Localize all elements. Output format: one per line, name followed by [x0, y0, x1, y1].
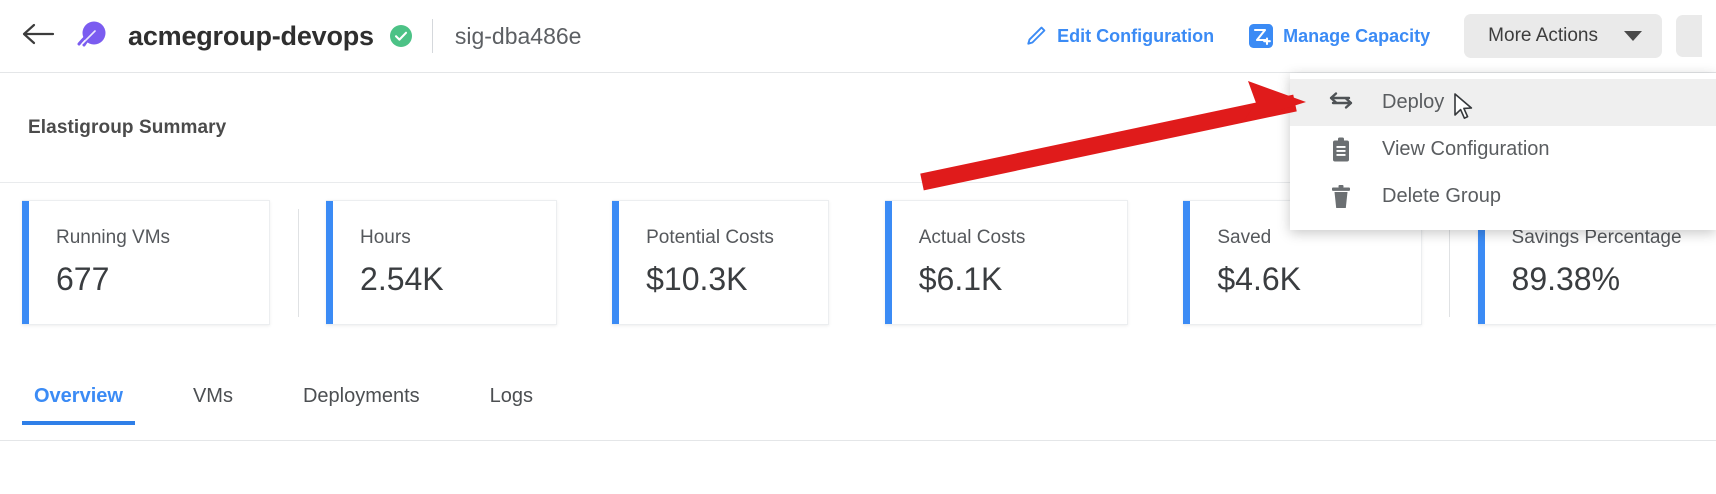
- menu-item-label: Delete Group: [1382, 185, 1501, 207]
- back-button[interactable]: [18, 16, 58, 56]
- summary-cards: Running VMs 677 Hours 2.54K Potential Co…: [0, 200, 1716, 340]
- stat-card-label: Potential Costs: [646, 227, 774, 248]
- menu-item-label: View Configuration: [1382, 138, 1550, 160]
- more-actions-label: More Actions: [1488, 25, 1598, 46]
- tab-label: Deployments: [302, 385, 420, 407]
- stat-card-value: 677: [56, 261, 110, 297]
- stat-card-label: Running VMs: [56, 227, 171, 248]
- menu-item-view-configuration[interactable]: View Configuration: [1290, 126, 1716, 173]
- stat-card-actual-costs: Actual Costs $6.1K: [884, 200, 1128, 325]
- group-id-label: sig-dba486e: [454, 22, 582, 49]
- trash-icon: [1326, 183, 1356, 211]
- tab-logs[interactable]: Logs: [486, 385, 537, 425]
- more-actions-button[interactable]: More Actions: [1464, 14, 1662, 58]
- deploy-swap-arrows-icon: [1326, 91, 1356, 115]
- stat-card-value: $10.3K: [646, 261, 748, 297]
- menu-item-delete-group[interactable]: Delete Group: [1290, 173, 1716, 220]
- card-divider: [270, 200, 326, 325]
- stat-card-value: 2.54K: [360, 261, 444, 297]
- stat-card-value: 89.38%: [1511, 261, 1621, 297]
- stat-card-label: Hours: [360, 227, 411, 248]
- spot-comet-logo-icon: [72, 17, 110, 55]
- summary-title: Elastigroup Summary: [28, 116, 227, 138]
- header-overflow-chip[interactable]: [1676, 15, 1702, 57]
- tab-overview[interactable]: Overview: [22, 385, 135, 425]
- stat-card-running-vms: Running VMs 677: [22, 200, 271, 325]
- tab-label: Logs: [489, 385, 534, 407]
- manage-capacity-label: Manage Capacity: [1283, 25, 1431, 46]
- stat-card-value: $6.1K: [918, 261, 1003, 297]
- menu-item-label: Deploy: [1382, 91, 1445, 113]
- chevron-down-icon: [1624, 31, 1642, 41]
- stat-card-value: $4.6K: [1217, 261, 1301, 297]
- tab-label: VMs: [192, 385, 233, 407]
- stat-card-hours: Hours 2.54K: [326, 200, 557, 325]
- clipboard-icon: [1326, 136, 1356, 164]
- manage-capacity-button[interactable]: Manage Capacity: [1248, 23, 1430, 49]
- capacity-chart-icon: [1248, 23, 1274, 49]
- more-actions-menu: Deploy View Configuration Delete Group: [1290, 73, 1716, 230]
- card-divider: [1128, 200, 1184, 325]
- menu-item-deploy[interactable]: Deploy: [1290, 79, 1716, 126]
- tab-deployments[interactable]: Deployments: [299, 385, 424, 425]
- card-divider: [829, 200, 885, 325]
- card-divider: [557, 200, 613, 325]
- back-arrow-icon: [21, 21, 55, 52]
- stat-card-label: Savings Percentage: [1511, 227, 1682, 248]
- edit-configuration-button[interactable]: Edit Configuration: [1024, 24, 1214, 48]
- tab-label: Overview: [34, 385, 123, 407]
- content-tabs: Overview VMs Deployments Logs: [0, 385, 1716, 441]
- stat-card-label: Actual Costs: [918, 227, 1026, 248]
- stat-card-label: Saved: [1217, 227, 1272, 248]
- header-divider: [431, 19, 433, 53]
- status-badge: [389, 25, 412, 47]
- stat-card-potential-costs: Potential Costs $10.3K: [612, 200, 830, 325]
- pencil-icon: [1024, 24, 1048, 48]
- card-divider: [1422, 200, 1478, 325]
- page-title: acmegroup-devops: [128, 20, 374, 51]
- page-header: acmegroup-devops sig-dba486e Edit Config…: [0, 0, 1716, 73]
- edit-configuration-label: Edit Configuration: [1057, 25, 1215, 46]
- tab-vms[interactable]: VMs: [189, 385, 237, 425]
